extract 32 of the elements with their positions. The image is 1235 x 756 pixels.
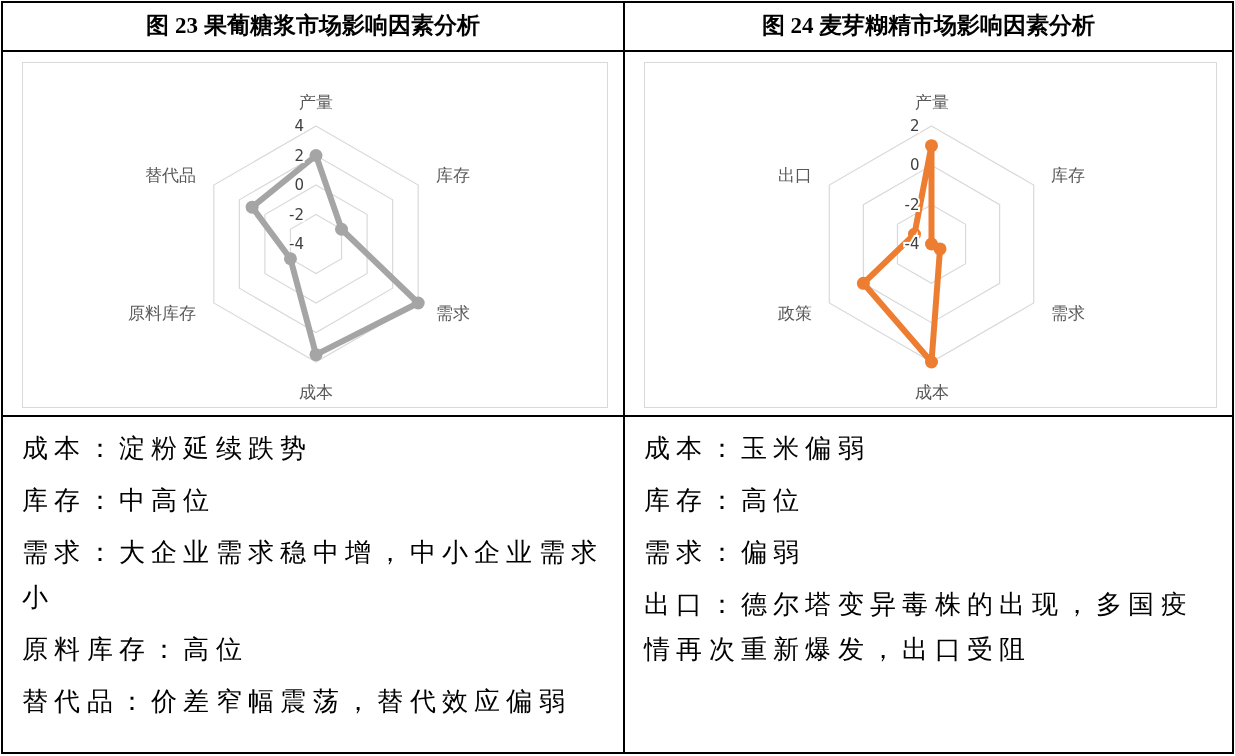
text: 库存：高位: [644, 485, 807, 517]
spoke-label: 库存: [1051, 165, 1086, 185]
y-tick-label: -2: [289, 205, 304, 224]
text: 替代品：价差窄幅震荡，替代效应偏弱: [22, 686, 573, 718]
spoke-label: 出口: [777, 165, 812, 185]
spoke-label: 替代品: [145, 165, 197, 185]
spoke-label: 成本: [299, 382, 333, 402]
y-tick-label: 0: [909, 156, 920, 175]
y-tick-label: -4: [904, 235, 920, 253]
text: 成本：玉米偏弱: [644, 433, 872, 465]
y-tick-label: 2: [294, 146, 304, 165]
spoke-label: 成本: [914, 382, 949, 402]
text: 原料库存：高位: [22, 634, 250, 666]
spoke-label: 产量: [299, 92, 333, 112]
spoke-label: 需求: [1051, 303, 1086, 323]
y-tick-label: 0: [294, 176, 304, 194]
chart-title: 图 24 麦芽糊精市场影响因素分析: [760, 12, 1097, 40]
spoke-label: 需求: [435, 303, 470, 323]
text: 成本：淀粉延续跌势: [22, 433, 314, 465]
y-tick-label: 2: [909, 117, 920, 135]
y-tick-label: -4: [289, 235, 304, 253]
spoke-label: 库存: [435, 165, 470, 185]
text: 需求：偏弱: [644, 537, 807, 569]
text: 需求：大企业需求稳中增，中小企业需求小: [22, 537, 605, 614]
y-tick-label: 4: [294, 117, 304, 135]
y-tick-label: -2: [904, 195, 920, 214]
text: 库存：中高位: [22, 485, 217, 517]
spoke-label: 原料库存: [128, 303, 197, 323]
spoke-label: 政策: [777, 303, 812, 323]
spoke-label: 产量: [914, 92, 949, 112]
text: 出口：德尔塔变异毒株的出现，多国疫情再次重新爆发，出口受阻: [644, 589, 1195, 666]
chart-title: 图 23 果葡糖浆市场影响因素分析: [145, 12, 481, 40]
